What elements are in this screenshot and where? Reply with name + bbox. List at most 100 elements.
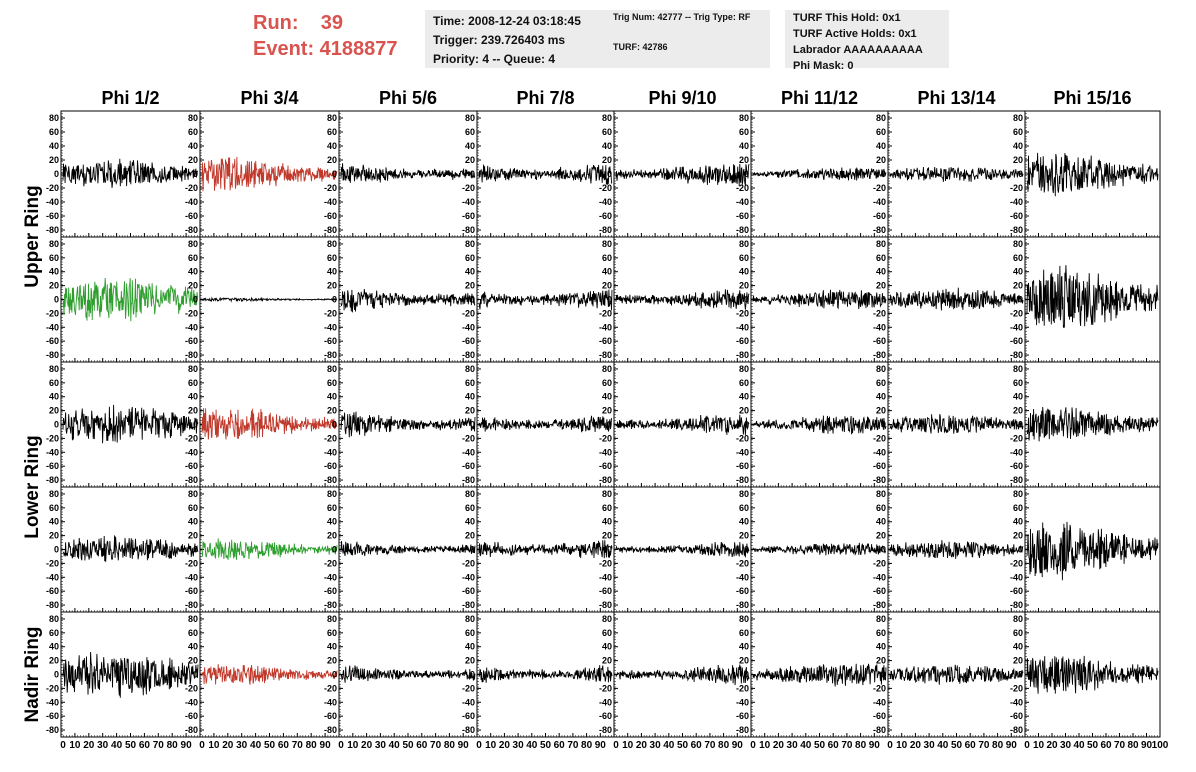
y-tick-label: 60 bbox=[602, 378, 612, 388]
y-tick-label: 20 bbox=[327, 155, 337, 165]
y-tick-label: -40 bbox=[324, 447, 337, 457]
y-tick-label: 40 bbox=[739, 392, 749, 402]
y-tick-label: 80 bbox=[188, 614, 198, 624]
y-tick-label: -80 bbox=[185, 225, 198, 235]
y-tick-label: -80 bbox=[873, 225, 886, 235]
y-tick-label: 60 bbox=[327, 127, 337, 137]
y-tick-label: -20 bbox=[1010, 183, 1023, 193]
y-tick-label: -80 bbox=[46, 600, 59, 610]
trigger-text: Trigger: 239.726403 ms bbox=[433, 33, 566, 47]
y-tick-label: -40 bbox=[462, 322, 475, 332]
y-tick-label: -20 bbox=[736, 433, 749, 443]
y-tick-label: 60 bbox=[465, 253, 475, 263]
y-tick-label: -80 bbox=[599, 350, 612, 360]
y-tick-label: 80 bbox=[602, 364, 612, 374]
y-tick-label: 60 bbox=[327, 628, 337, 638]
y-tick-label: -80 bbox=[462, 725, 475, 735]
y-tick-label: 40 bbox=[465, 642, 475, 652]
waveform-trace bbox=[478, 415, 612, 433]
waveform-trace bbox=[478, 289, 613, 311]
y-tick-label: 20 bbox=[739, 406, 749, 416]
y-tick-label: -20 bbox=[736, 308, 749, 318]
y-tick-label: -60 bbox=[1010, 461, 1023, 471]
y-tick-label: 80 bbox=[49, 364, 59, 374]
y-tick-label: -80 bbox=[599, 225, 612, 235]
y-tick-label: 80 bbox=[739, 364, 749, 374]
y-tick-label: -60 bbox=[736, 586, 749, 596]
y-tick-label: 60 bbox=[327, 253, 337, 263]
waveform-trace bbox=[889, 414, 1024, 434]
y-tick-label: -60 bbox=[736, 461, 749, 471]
y-tick-label: -20 bbox=[599, 308, 612, 318]
y-tick-label: 20 bbox=[1013, 531, 1023, 541]
y-tick-label: 20 bbox=[188, 406, 198, 416]
y-tick-label: -40 bbox=[46, 572, 59, 582]
y-tick-label: -20 bbox=[873, 183, 886, 193]
waveform-trace bbox=[1026, 265, 1159, 328]
priority-text: Priority: 4 -- Queue: 4 bbox=[433, 52, 556, 66]
y-tick-label: 40 bbox=[188, 642, 198, 652]
y-tick-label: 60 bbox=[188, 503, 198, 513]
y-tick-label: -80 bbox=[599, 475, 612, 485]
y-tick-label: -80 bbox=[1010, 225, 1023, 235]
y-tick-label: -80 bbox=[324, 225, 337, 235]
y-tick-label: 80 bbox=[49, 239, 59, 249]
y-tick-label: 20 bbox=[49, 281, 59, 291]
y-tick-label: -20 bbox=[736, 558, 749, 568]
y-tick-label: -60 bbox=[1010, 586, 1023, 596]
y-tick-label: 0 bbox=[744, 545, 749, 555]
y-tick-label: 0 bbox=[607, 295, 612, 305]
waveform-trace bbox=[1026, 152, 1159, 197]
y-tick-label: 40 bbox=[188, 517, 198, 527]
y-tick-label: 80 bbox=[876, 489, 886, 499]
y-tick-label: -20 bbox=[46, 308, 59, 318]
y-tick-label: 80 bbox=[49, 113, 59, 123]
y-tick-label: 20 bbox=[188, 155, 198, 165]
y-tick-label: 80 bbox=[876, 364, 886, 374]
y-tick-label: 80 bbox=[49, 489, 59, 499]
waveform-trace bbox=[62, 535, 199, 562]
y-tick-label: 40 bbox=[602, 392, 612, 402]
y-tick-label: 20 bbox=[602, 406, 612, 416]
column-title: Phi 1/2 bbox=[101, 88, 159, 108]
trig-num-text: Trig Num: 42777 -- Trig Type: RF bbox=[613, 12, 751, 22]
y-tick-label: 60 bbox=[876, 628, 886, 638]
y-tick-label: -40 bbox=[1010, 322, 1023, 332]
column-title: Phi 15/16 bbox=[1053, 88, 1131, 108]
y-tick-label: 80 bbox=[188, 489, 198, 499]
y-tick-label: -40 bbox=[599, 447, 612, 457]
y-tick-label: 60 bbox=[876, 378, 886, 388]
y-tick-label: -20 bbox=[873, 558, 886, 568]
y-tick-label: 0 bbox=[744, 670, 749, 680]
y-tick-label: 60 bbox=[876, 503, 886, 513]
y-tick-label: -20 bbox=[324, 433, 337, 443]
y-tick-label: -60 bbox=[599, 711, 612, 721]
y-tick-label: -80 bbox=[462, 475, 475, 485]
timing-info-box: Time: 2008-12-24 03:18:45 Trigger: 239.7… bbox=[425, 10, 615, 68]
y-tick-label: -40 bbox=[736, 447, 749, 457]
y-tick-label: -40 bbox=[736, 322, 749, 332]
y-tick-label: 0 bbox=[332, 670, 337, 680]
y-tick-label: 80 bbox=[188, 364, 198, 374]
y-tick-label: -60 bbox=[599, 336, 612, 346]
y-tick-label: -60 bbox=[46, 336, 59, 346]
y-tick-label: -80 bbox=[873, 475, 886, 485]
turf-this-hold-text: TURF This Hold: 0x1 bbox=[793, 12, 901, 24]
y-tick-label: 0 bbox=[193, 545, 198, 555]
y-tick-label: -60 bbox=[185, 711, 198, 721]
y-tick-label: -40 bbox=[873, 697, 886, 707]
waveform-trace bbox=[752, 663, 887, 687]
y-tick-label: 60 bbox=[602, 253, 612, 263]
y-tick-label: 20 bbox=[602, 531, 612, 541]
y-tick-label: 0 bbox=[881, 169, 886, 179]
y-tick-label: 40 bbox=[602, 517, 612, 527]
y-tick-label: 0 bbox=[193, 420, 198, 430]
column-title: Phi 3/4 bbox=[240, 88, 298, 108]
y-tick-label: -20 bbox=[873, 308, 886, 318]
waveform-trace bbox=[201, 664, 338, 685]
y-tick-label: 60 bbox=[49, 127, 59, 137]
y-tick-label: -60 bbox=[599, 586, 612, 596]
y-tick-label: -60 bbox=[46, 586, 59, 596]
y-tick-label: 60 bbox=[1013, 253, 1023, 263]
y-tick-label: 80 bbox=[876, 113, 886, 123]
